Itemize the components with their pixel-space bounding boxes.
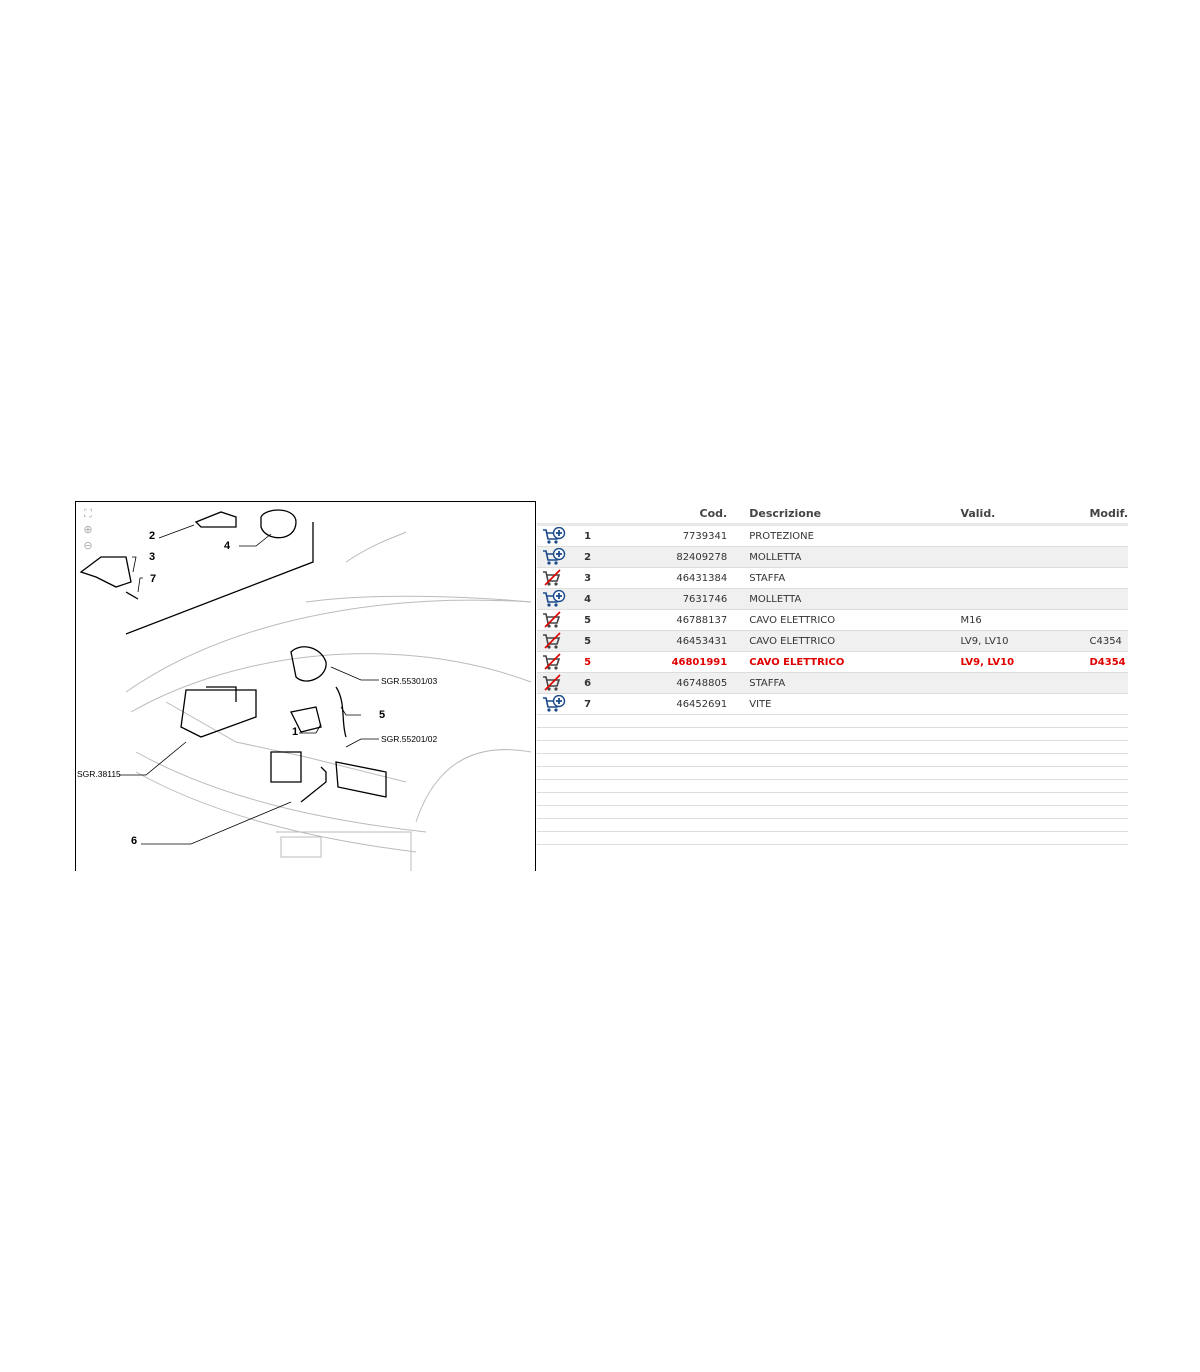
part-description: PROTEZIONE xyxy=(749,524,961,547)
callout-4[interactable]: 4 xyxy=(224,540,231,552)
part-modification xyxy=(1089,609,1128,631)
callout-3[interactable]: 3 xyxy=(149,551,155,563)
part-modification xyxy=(1089,524,1128,547)
empty-row xyxy=(537,831,1128,845)
part-validity: LV9, LV10 xyxy=(960,651,1090,673)
row-number: 3 xyxy=(577,567,631,589)
empty-row xyxy=(537,740,1128,754)
part-description: MOLLETTA xyxy=(749,546,961,568)
part-code[interactable]: 7739341 xyxy=(630,524,750,547)
table-row[interactable]: 7 46452691 VITE xyxy=(537,693,1128,715)
part-description: MOLLETTA xyxy=(749,588,961,610)
reference-sgr-55201[interactable]: SGR.55201/02 xyxy=(381,734,438,744)
row-number: 2 xyxy=(577,546,631,568)
empty-row xyxy=(537,714,1128,728)
part-modification: D4354 xyxy=(1089,651,1128,673)
table-row[interactable]: 1 7739341 PROTEZIONE xyxy=(537,524,1128,547)
part-code[interactable]: 46452691 xyxy=(630,693,750,715)
part-modification xyxy=(1089,567,1128,589)
table-row[interactable]: 2 82409278 MOLLETTA xyxy=(537,546,1128,568)
empty-row xyxy=(537,766,1128,780)
row-number: 5 xyxy=(577,609,631,631)
fit-icon[interactable]: ⛶ xyxy=(84,507,92,520)
part-code[interactable]: 46801991 xyxy=(630,651,750,673)
header-valid[interactable]: Valid. xyxy=(960,503,1090,526)
part-description: CAVO ELETTRICO xyxy=(749,609,961,631)
part-code[interactable]: 46788137 xyxy=(630,609,750,631)
callout-7[interactable]: 7 xyxy=(150,573,156,585)
empty-row xyxy=(537,727,1128,741)
empty-row xyxy=(537,779,1128,793)
empty-row xyxy=(537,753,1128,767)
part-description: STAFFA xyxy=(749,567,961,589)
row-number: 7 xyxy=(577,693,631,715)
part-validity xyxy=(960,693,1090,715)
empty-row xyxy=(537,805,1128,819)
part-description: STAFFA xyxy=(749,672,961,694)
cart-add-icon[interactable] xyxy=(542,527,577,545)
table-row[interactable]: 4 7631746 MOLLETTA xyxy=(537,588,1128,610)
zoom-in-icon[interactable]: ⊕ xyxy=(83,523,93,536)
part-code[interactable]: 46453431 xyxy=(630,630,750,652)
row-number: 1 xyxy=(577,524,631,547)
table-row[interactable]: 6 46748805 STAFFA xyxy=(537,672,1128,694)
header-modif[interactable]: Modif. xyxy=(1089,503,1128,526)
header-num xyxy=(577,503,631,526)
exploded-parts-diagram[interactable]: 2 4 3 7 1 5 6 SGR.55301/03 SGR.55201/02 … xyxy=(75,501,536,871)
part-description: VITE xyxy=(749,693,961,715)
cart-unavailable-icon[interactable] xyxy=(542,611,577,629)
part-modification: C4354 xyxy=(1089,630,1128,652)
part-validity: M16 xyxy=(960,609,1090,631)
empty-row xyxy=(537,818,1128,832)
part-description: CAVO ELETTRICO xyxy=(749,651,961,673)
part-validity xyxy=(960,588,1090,610)
header-icon xyxy=(537,503,578,526)
part-modification xyxy=(1089,693,1128,715)
part-modification xyxy=(1089,546,1128,568)
part-modification xyxy=(1089,588,1128,610)
part-code[interactable]: 46748805 xyxy=(630,672,750,694)
zoom-out-icon[interactable]: ⊖ xyxy=(83,539,93,552)
part-validity xyxy=(960,546,1090,568)
part-validity: LV9, LV10 xyxy=(960,630,1090,652)
table-row[interactable]: 5 46801991 CAVO ELETTRICO LV9, LV10 D4354 xyxy=(537,651,1128,673)
empty-row xyxy=(537,792,1128,806)
callout-2[interactable]: 2 xyxy=(149,530,155,542)
part-validity xyxy=(960,524,1090,547)
row-number: 5 xyxy=(577,630,631,652)
parts-table: Cod. Descrizione Valid. Modif. 1 7739341 P… xyxy=(537,503,1128,845)
table-header: Cod. Descrizione Valid. Modif. xyxy=(537,503,1128,526)
callout-1[interactable]: 1 xyxy=(292,726,298,738)
part-description: CAVO ELETTRICO xyxy=(749,630,961,652)
part-code[interactable]: 46431384 xyxy=(630,567,750,589)
cart-unavailable-icon[interactable] xyxy=(542,674,577,692)
reference-sgr-38115[interactable]: SGR.38115 xyxy=(77,769,121,779)
table-row[interactable]: 5 46788137 CAVO ELETTRICO M16 xyxy=(537,609,1128,631)
diagram-drawing: 2 4 3 7 1 5 6 SGR.55301/03 SGR.55201/02 … xyxy=(77,509,532,871)
header-cod[interactable]: Cod. xyxy=(630,503,750,526)
cart-unavailable-icon[interactable] xyxy=(542,632,577,650)
callout-6[interactable]: 6 xyxy=(131,835,137,847)
part-code[interactable]: 82409278 xyxy=(630,546,750,568)
row-number: 4 xyxy=(577,588,631,610)
row-number: 6 xyxy=(577,672,631,694)
part-validity xyxy=(960,567,1090,589)
row-number: 5 xyxy=(577,651,631,673)
cart-add-icon[interactable] xyxy=(542,590,577,608)
table-row[interactable]: 5 46453431 CAVO ELETTRICO LV9, LV10 C4354 xyxy=(537,630,1128,652)
header-descrizione[interactable]: Descrizione xyxy=(749,503,961,526)
cart-add-icon[interactable] xyxy=(542,548,577,566)
part-modification xyxy=(1089,672,1128,694)
callout-5[interactable]: 5 xyxy=(379,709,385,721)
cart-unavailable-icon[interactable] xyxy=(542,569,577,587)
reference-sgr-55301[interactable]: SGR.55301/03 xyxy=(381,676,438,686)
part-validity xyxy=(960,672,1090,694)
table-row[interactable]: 3 46431384 STAFFA xyxy=(537,567,1128,589)
cart-unavailable-icon[interactable] xyxy=(542,653,577,671)
cart-add-icon[interactable] xyxy=(542,695,577,713)
part-code[interactable]: 7631746 xyxy=(630,588,750,610)
